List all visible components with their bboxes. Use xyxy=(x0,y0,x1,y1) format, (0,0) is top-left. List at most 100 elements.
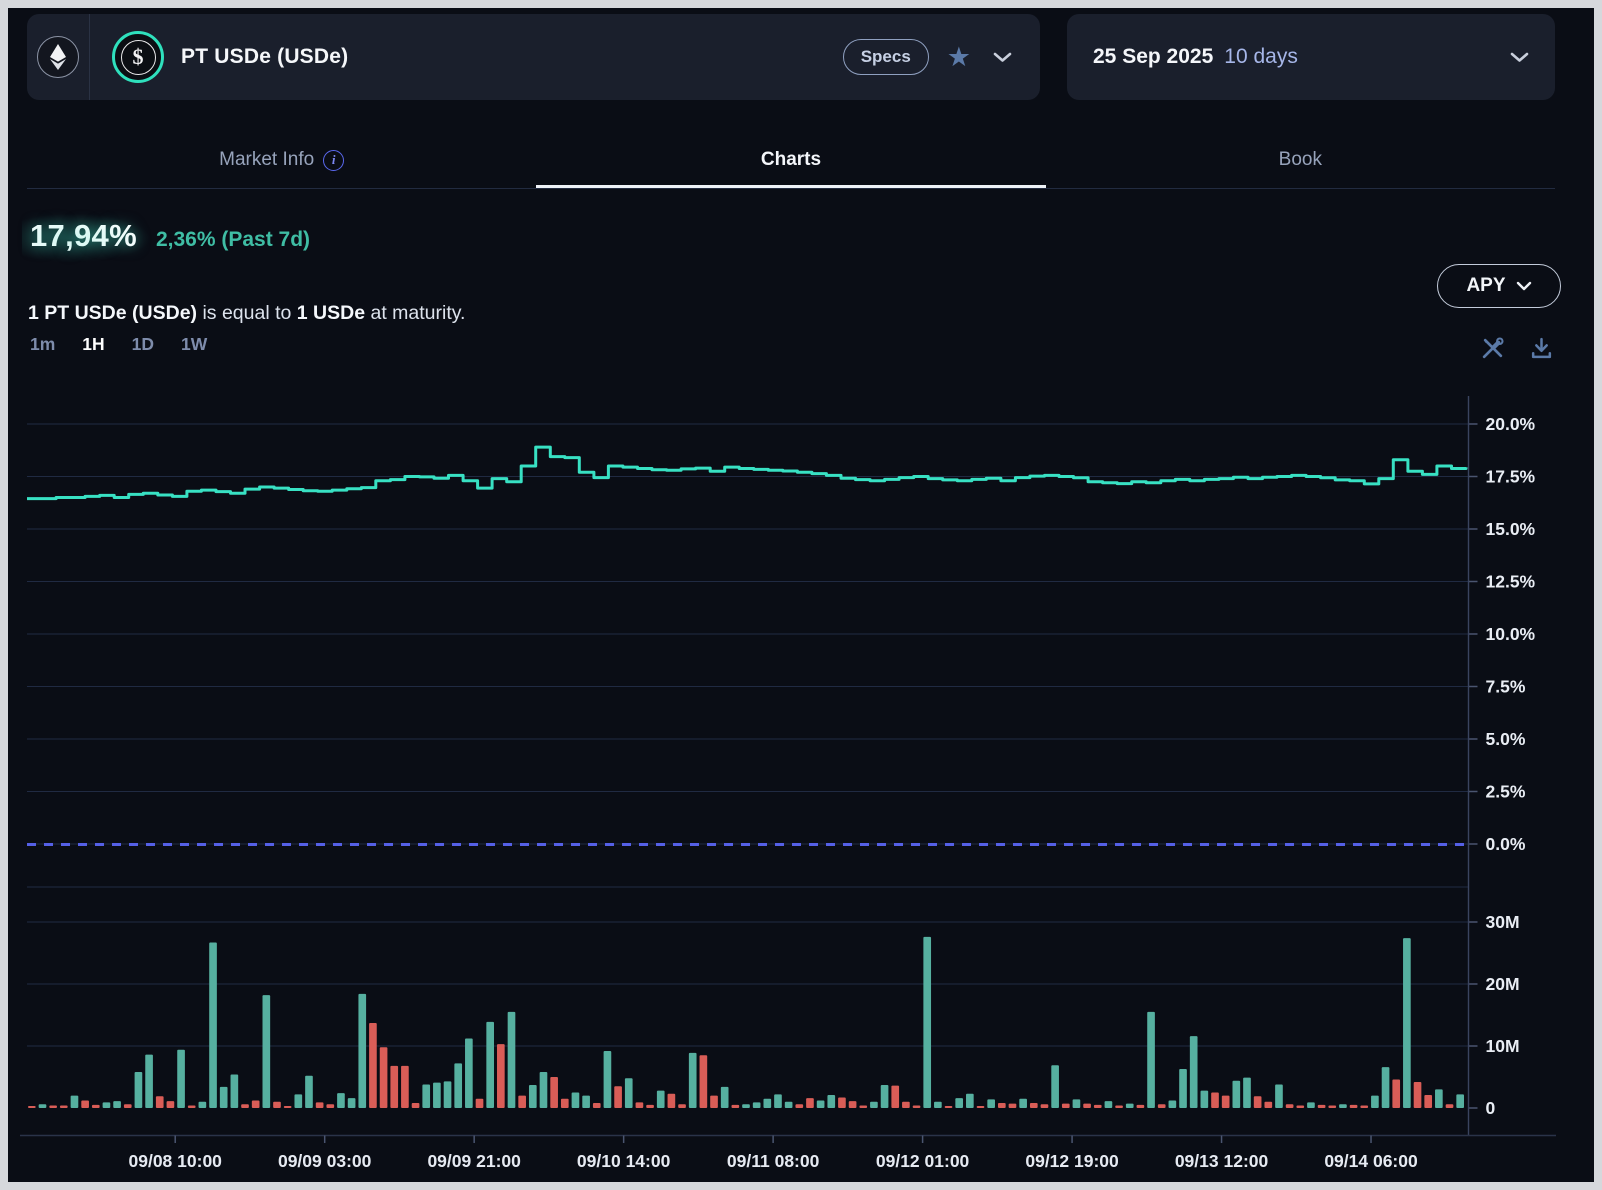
volume-bar xyxy=(1413,1081,1422,1108)
volume-bar xyxy=(1253,1096,1262,1108)
volume-bar xyxy=(497,1044,505,1108)
volume-bar xyxy=(1360,1105,1369,1108)
range-1h[interactable]: 1H xyxy=(82,334,105,354)
desc-underlying: 1 USDe xyxy=(296,301,366,324)
volume-bar xyxy=(1285,1104,1294,1108)
timeframe-switcher: 1m 1H 1D 1W xyxy=(30,334,207,355)
header-divider xyxy=(89,14,90,100)
download-icon[interactable] xyxy=(1529,336,1554,361)
volume-bar xyxy=(1221,1095,1230,1108)
volume-bar xyxy=(70,1095,79,1108)
volume-bar xyxy=(742,1104,750,1108)
maturity-duration: 10 days xyxy=(1224,45,1298,68)
volume-bar xyxy=(816,1100,825,1108)
apy-axis-label: 7.5% xyxy=(1486,677,1526,697)
volume-bar xyxy=(934,1101,942,1108)
volume-bar xyxy=(379,1047,388,1108)
volume-bar xyxy=(827,1094,836,1108)
range-1m[interactable]: 1m xyxy=(30,334,56,354)
volume-bar xyxy=(550,1077,558,1108)
x-axis-label: 09/12 19:00 xyxy=(1025,1151,1119,1171)
volume-bar xyxy=(1456,1094,1464,1108)
desc-asset: 1 PT USDe (USDe) xyxy=(28,301,198,324)
x-axis-labels: 09/08 10:00 09/09 03:00 09/09 21:00 09/10 1… xyxy=(129,1135,1418,1171)
volume-axis-label: 0 xyxy=(1486,1098,1496,1118)
asset-header-card: PT USDe (USDe) Specs xyxy=(27,14,1040,100)
volume-bar xyxy=(710,1095,718,1108)
volume-bar xyxy=(1371,1095,1379,1108)
volume-bar xyxy=(1339,1104,1347,1108)
volume-bar xyxy=(528,1085,537,1108)
volume-bar xyxy=(443,1081,452,1108)
apy-change-7d: 2,36% (Past 7d) xyxy=(155,228,311,251)
volume-bar xyxy=(1232,1080,1241,1108)
volume-bar xyxy=(1445,1104,1454,1108)
specs-button[interactable]: Specs xyxy=(842,39,929,75)
apy-series xyxy=(27,445,1468,501)
asset-chevron-down-icon[interactable] xyxy=(993,52,1012,63)
info-icon[interactable] xyxy=(323,149,345,171)
apy-stats: 17,94% 2,36% (Past 7d) xyxy=(22,214,311,262)
volume-bar xyxy=(1179,1068,1187,1108)
volume-bar xyxy=(187,1105,196,1108)
volume-bar xyxy=(944,1106,953,1108)
chart-gridlines: 20.0% 17.5% 15.0% 12.5% 10.0% 7.5% 5.0% 2.5% 0.0… xyxy=(27,414,1536,1118)
desc-text-2: at maturity. xyxy=(365,301,466,324)
volume-bar xyxy=(113,1101,121,1108)
maturity-chevron-down-icon[interactable] xyxy=(1510,52,1529,63)
volume-bar xyxy=(433,1082,441,1108)
volume-bar xyxy=(646,1104,654,1108)
volume-bar xyxy=(859,1105,868,1108)
x-axis-label: 09/08 10:00 xyxy=(129,1151,223,1171)
volume-bar xyxy=(763,1098,772,1108)
volume-bar xyxy=(145,1054,153,1108)
favorite-star-icon[interactable] xyxy=(947,44,971,71)
volume-bar xyxy=(603,1050,612,1108)
apy-volume-chart[interactable]: 20.0% 17.5% 15.0% 12.5% 10.0% 7.5% 5.0% 2.5% 0.0… xyxy=(0,380,1602,1190)
volume-bar xyxy=(752,1102,761,1108)
volume-bar xyxy=(1029,1103,1038,1108)
volume-bar xyxy=(1424,1094,1433,1108)
x-axis-label: 09/12 01:00 xyxy=(876,1151,970,1171)
chart-axes xyxy=(20,396,1556,1137)
apy-axis-label: 17.5% xyxy=(1486,467,1536,487)
asset-title: PT USDe (USDe) xyxy=(181,45,349,68)
volume-bar xyxy=(1211,1092,1219,1108)
volume-bar xyxy=(102,1102,111,1108)
tab-market-info[interactable]: Market Info xyxy=(27,132,536,188)
volume-bar xyxy=(806,1098,814,1108)
tab-book[interactable]: Book xyxy=(1046,132,1555,188)
volume-bar xyxy=(997,1103,1006,1108)
chart-tools-icon[interactable] xyxy=(1480,336,1505,361)
apy-axis-label: 2.5% xyxy=(1486,782,1526,802)
volume-bar xyxy=(1136,1104,1145,1108)
volume-bar xyxy=(454,1063,463,1108)
range-1d[interactable]: 1D xyxy=(131,334,155,354)
volume-bar xyxy=(155,1096,164,1108)
volume-bar xyxy=(241,1104,249,1108)
volume-bar xyxy=(507,1011,516,1108)
volume-bar xyxy=(1157,1104,1166,1108)
metric-selector-button[interactable]: APY xyxy=(1437,264,1561,308)
x-axis-label: 09/09 03:00 xyxy=(278,1151,372,1171)
range-1w[interactable]: 1W xyxy=(181,334,208,354)
x-axis-label: 09/10 14:00 xyxy=(577,1151,671,1171)
volume-bar xyxy=(38,1104,47,1108)
maturity-date: 25 Sep 2025 xyxy=(1093,45,1214,68)
volume-bar xyxy=(369,1023,377,1108)
volume-bar xyxy=(326,1104,335,1108)
volume-bar xyxy=(209,942,217,1108)
volume-bar xyxy=(1243,1077,1251,1108)
volume-bar xyxy=(966,1093,974,1108)
volume-bar xyxy=(912,1105,921,1108)
network-selector[interactable] xyxy=(27,14,89,100)
volume-bar xyxy=(592,1103,601,1108)
volume-axis-label: 10M xyxy=(1486,1036,1520,1056)
maturity-selector[interactable]: 25 Sep 2025 10 days xyxy=(1067,14,1555,100)
tab-charts[interactable]: Charts xyxy=(536,132,1045,188)
volume-axis-label: 30M xyxy=(1486,912,1520,932)
current-apy-value: 17,94% xyxy=(22,214,149,262)
volume-bar xyxy=(401,1065,409,1108)
volume-bar xyxy=(422,1084,431,1108)
volume-bar xyxy=(1019,1098,1027,1108)
